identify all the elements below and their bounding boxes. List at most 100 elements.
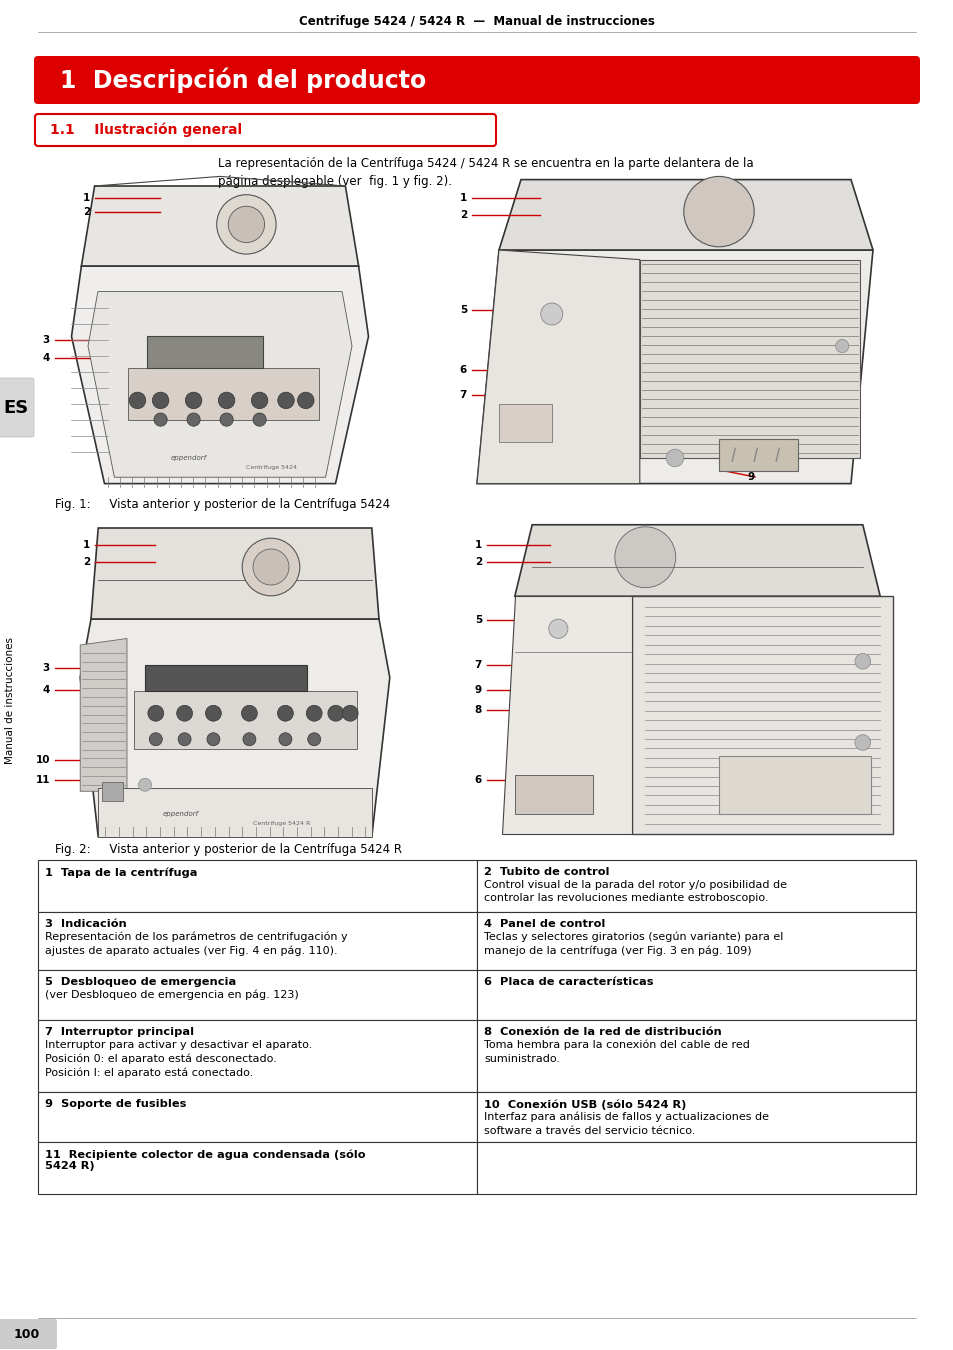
Polygon shape [91, 528, 378, 620]
Bar [38, 1092, 476, 1142]
Circle shape [243, 733, 255, 745]
Circle shape [854, 734, 870, 751]
Circle shape [242, 539, 299, 595]
Circle shape [277, 392, 294, 409]
Bar [128, 369, 318, 420]
Bar [38, 1142, 476, 1193]
Circle shape [216, 194, 275, 254]
Circle shape [241, 705, 257, 721]
Text: 10  Conexión USB (sólo 5424 R): 10 Conexión USB (sólo 5424 R) [483, 1099, 685, 1110]
Text: Representación de los parámetros de centrifugación y
ajustes de aparato actuales: Representación de los parámetros de cent… [45, 931, 347, 956]
Polygon shape [515, 525, 880, 597]
FancyBboxPatch shape [35, 113, 496, 146]
Circle shape [152, 392, 169, 409]
Circle shape [185, 392, 202, 409]
Circle shape [342, 705, 357, 721]
Circle shape [854, 653, 870, 670]
Text: 1: 1 [83, 193, 90, 202]
Circle shape [253, 413, 266, 427]
Circle shape [540, 302, 562, 325]
Text: 9: 9 [747, 472, 754, 482]
Polygon shape [476, 250, 639, 483]
Text: 5: 5 [475, 616, 481, 625]
Circle shape [178, 733, 191, 745]
Circle shape [251, 392, 268, 409]
Bar [476, 971, 915, 1021]
Text: Interruptor para activar y desactivar el aparato.
Posición 0: el aparato está de: Interruptor para activar y desactivar el… [45, 1040, 312, 1077]
Text: ES: ES [4, 400, 29, 417]
Text: Manual de instrucciones: Manual de instrucciones [5, 636, 15, 764]
Bar [38, 913, 476, 971]
Polygon shape [88, 292, 352, 477]
Text: 2: 2 [459, 211, 467, 220]
Bar [498, 404, 551, 441]
Text: Centrifuge 5424: Centrifuge 5424 [246, 466, 297, 470]
Bar [515, 775, 593, 814]
Text: 3  Indicación: 3 Indicación [45, 919, 127, 929]
Text: Centrifuge 5424 R: Centrifuge 5424 R [253, 821, 310, 826]
Circle shape [306, 705, 322, 721]
Circle shape [253, 549, 289, 585]
Text: eppendorf: eppendorf [171, 455, 207, 460]
Polygon shape [476, 250, 872, 483]
Circle shape [153, 413, 167, 427]
Bar [719, 756, 871, 814]
Polygon shape [632, 597, 892, 833]
Text: 7: 7 [475, 660, 481, 670]
Text: 3: 3 [43, 335, 50, 346]
Text: 1.1    Ilustración general: 1.1 Ilustración general [50, 123, 242, 138]
Text: 11: 11 [35, 775, 50, 784]
Text: 10: 10 [35, 755, 50, 765]
Circle shape [148, 705, 164, 721]
Circle shape [835, 339, 848, 352]
Text: 7  Interruptor principal: 7 Interruptor principal [45, 1027, 193, 1037]
Text: La representación de la Centrífuga 5424 / 5424 R se encuentra en la parte delant: La representación de la Centrífuga 5424 … [218, 157, 753, 189]
Text: 1: 1 [459, 193, 467, 202]
Bar [476, 1021, 915, 1092]
Text: 8: 8 [475, 705, 481, 716]
Circle shape [228, 207, 264, 243]
Text: 2: 2 [83, 558, 90, 567]
Bar [639, 259, 859, 458]
Text: eppendorf: eppendorf [163, 811, 199, 817]
Circle shape [665, 450, 683, 467]
Polygon shape [80, 639, 127, 791]
Bar [38, 971, 476, 1021]
Text: 8  Conexión de la red de distribución: 8 Conexión de la red de distribución [483, 1027, 721, 1037]
Circle shape [308, 733, 320, 745]
Text: 1: 1 [83, 540, 90, 549]
Circle shape [277, 705, 293, 721]
Circle shape [176, 705, 193, 721]
Text: 2  Tubito de control: 2 Tubito de control [483, 867, 609, 878]
Circle shape [297, 392, 314, 409]
Text: 2: 2 [83, 207, 90, 217]
Text: 1: 1 [475, 540, 481, 549]
Text: Fig. 2:     Vista anterior y posterior de la Centrífuga 5424 R: Fig. 2: Vista anterior y posterior de la… [55, 842, 401, 856]
Circle shape [548, 620, 567, 639]
Bar [98, 788, 372, 837]
Text: 4: 4 [43, 352, 50, 363]
Text: 6: 6 [475, 775, 481, 784]
Text: 3: 3 [43, 663, 50, 674]
Circle shape [205, 705, 221, 721]
Text: Control visual de la parada del rotor y/o posibilidad de
controlar las revolucio: Control visual de la parada del rotor y/… [483, 880, 786, 903]
Polygon shape [71, 266, 368, 483]
Text: 100: 100 [14, 1327, 40, 1341]
Text: 5  Desbloqueo de emergencia: 5 Desbloqueo de emergencia [45, 977, 236, 987]
Bar [148, 336, 263, 369]
Bar [102, 782, 123, 801]
FancyBboxPatch shape [0, 378, 34, 437]
Text: 5: 5 [459, 305, 467, 315]
Circle shape [220, 413, 233, 427]
Text: Centrifuge 5424 / 5424 R  —  Manual de instrucciones: Centrifuge 5424 / 5424 R — Manual de ins… [298, 15, 655, 28]
Bar [134, 690, 357, 749]
Bar [476, 913, 915, 971]
Text: 7: 7 [459, 390, 467, 400]
Text: 1  Descripción del producto: 1 Descripción del producto [60, 68, 426, 93]
Text: 6: 6 [459, 364, 467, 375]
Text: 11  Recipiente colector de agua condensada (sólo
5424 R): 11 Recipiente colector de agua condensad… [45, 1149, 365, 1170]
Circle shape [218, 392, 234, 409]
Bar [38, 860, 476, 913]
Polygon shape [80, 620, 390, 837]
Circle shape [187, 413, 200, 427]
